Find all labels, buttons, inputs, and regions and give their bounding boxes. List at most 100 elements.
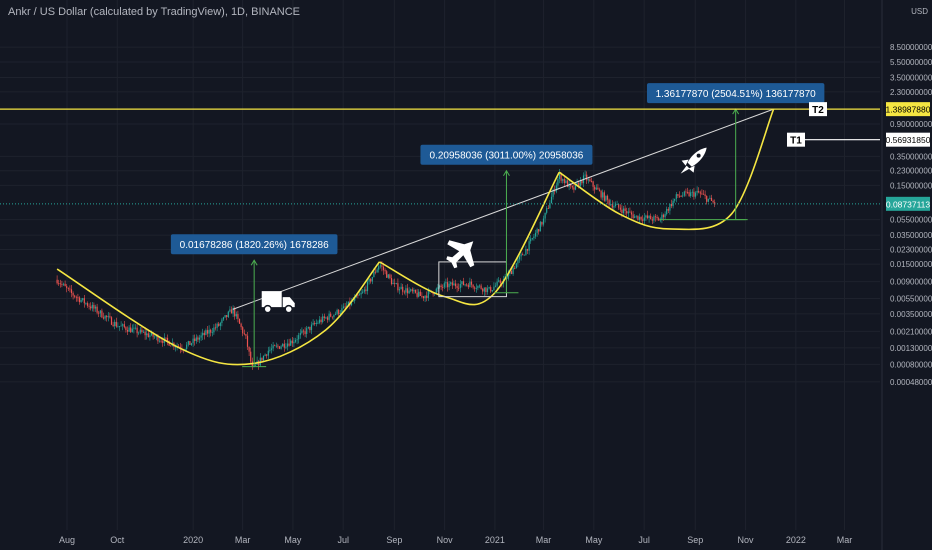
candle-body xyxy=(272,345,274,349)
candle-body xyxy=(56,279,58,284)
candle-body xyxy=(435,288,437,294)
candle-body xyxy=(456,286,458,288)
candle-body xyxy=(442,287,444,288)
candle-body xyxy=(414,289,417,293)
x-tick-label: 2021 xyxy=(485,535,505,545)
candle-body xyxy=(530,238,532,242)
candle-body xyxy=(72,293,74,296)
candle-body xyxy=(86,303,89,306)
candle-body xyxy=(686,192,689,193)
measure-label-bg xyxy=(170,234,338,255)
candle-body xyxy=(522,254,524,256)
candle-body xyxy=(440,285,442,288)
y-tick-label: 0.00210000 xyxy=(890,327,932,336)
y-tick-label: 0.00080000 xyxy=(890,360,932,369)
candle-body xyxy=(301,330,303,333)
candle-body xyxy=(627,211,629,214)
candle-body xyxy=(610,204,612,205)
candle-body xyxy=(458,287,460,289)
candle-body xyxy=(85,303,87,304)
candle-body xyxy=(322,316,324,323)
truck-wheel xyxy=(284,304,293,314)
candle-body xyxy=(381,265,383,267)
candle-body xyxy=(485,287,487,293)
candle-body xyxy=(523,254,525,256)
target-tag-bg xyxy=(787,132,805,147)
candle-body xyxy=(104,315,106,319)
candle-body xyxy=(117,326,119,328)
candle-body xyxy=(262,355,265,361)
candle-body xyxy=(536,229,538,233)
candle-body xyxy=(541,221,543,225)
candle-body xyxy=(66,286,68,288)
x-tick-label: Sep xyxy=(687,535,703,545)
candle-body xyxy=(142,331,145,333)
airplane-icon xyxy=(446,240,475,269)
candle-body xyxy=(634,216,636,219)
candle-body xyxy=(82,298,84,300)
candle-body xyxy=(294,340,297,342)
candle-body xyxy=(526,249,529,251)
candle-body xyxy=(397,283,399,291)
candle-body xyxy=(360,292,362,295)
candle-body xyxy=(710,197,713,201)
candle-body xyxy=(666,208,668,215)
candle-body xyxy=(152,332,154,337)
price-label: 1.38987880 xyxy=(886,105,931,115)
candle-body xyxy=(477,286,479,289)
price-label-bg xyxy=(886,196,930,211)
candle-body xyxy=(426,295,428,298)
candle-body xyxy=(347,301,349,306)
candle-body xyxy=(592,181,594,187)
candle-body xyxy=(208,329,210,334)
candle-body xyxy=(419,291,421,296)
candle-body xyxy=(691,191,693,193)
candle-body xyxy=(357,295,359,296)
candle-body xyxy=(91,304,93,309)
candle-body xyxy=(309,326,311,331)
candle-body xyxy=(406,288,409,294)
candle-body xyxy=(67,287,69,289)
candle-body xyxy=(80,299,82,303)
measure-label-bg xyxy=(420,144,593,165)
candle-body xyxy=(514,268,516,269)
candle-body xyxy=(400,286,402,290)
candle-body xyxy=(154,336,156,338)
candle-body xyxy=(443,283,445,288)
candle-body xyxy=(298,335,300,340)
candle-body xyxy=(635,215,637,217)
candle-body xyxy=(107,316,109,318)
y-tick-label: 0.00048000 xyxy=(890,378,932,387)
measure-arrow xyxy=(503,169,510,176)
candle-body xyxy=(483,287,485,292)
candle-body xyxy=(408,290,410,294)
candle-body xyxy=(235,314,237,317)
candle-body xyxy=(283,343,285,348)
candle-body xyxy=(451,282,453,286)
candle-body xyxy=(470,281,473,285)
candle-body xyxy=(590,181,593,182)
candle-body xyxy=(318,319,321,323)
candle-body xyxy=(552,189,554,197)
x-tick-label: Aug xyxy=(59,535,75,545)
x-tick-label: May xyxy=(585,535,603,545)
candle-body xyxy=(290,340,292,346)
y-tick-label: 0.00550000 xyxy=(890,294,932,303)
candle-body xyxy=(574,183,577,190)
candle-body xyxy=(560,173,562,181)
x-tick-label: Oct xyxy=(110,535,125,545)
x-tick-label: Mar xyxy=(536,535,552,545)
candle-body xyxy=(704,194,706,196)
y-tick-label: 0.02300000 xyxy=(890,245,932,254)
candle-body xyxy=(675,194,677,199)
candle-body xyxy=(466,284,468,286)
candle-body xyxy=(584,174,586,176)
candle-body xyxy=(248,346,250,352)
candle-body xyxy=(699,192,701,194)
candle-body xyxy=(389,274,391,279)
candle-body xyxy=(123,324,125,328)
candle-body xyxy=(562,179,564,181)
candle-body xyxy=(474,287,476,289)
candle-body xyxy=(600,190,602,198)
